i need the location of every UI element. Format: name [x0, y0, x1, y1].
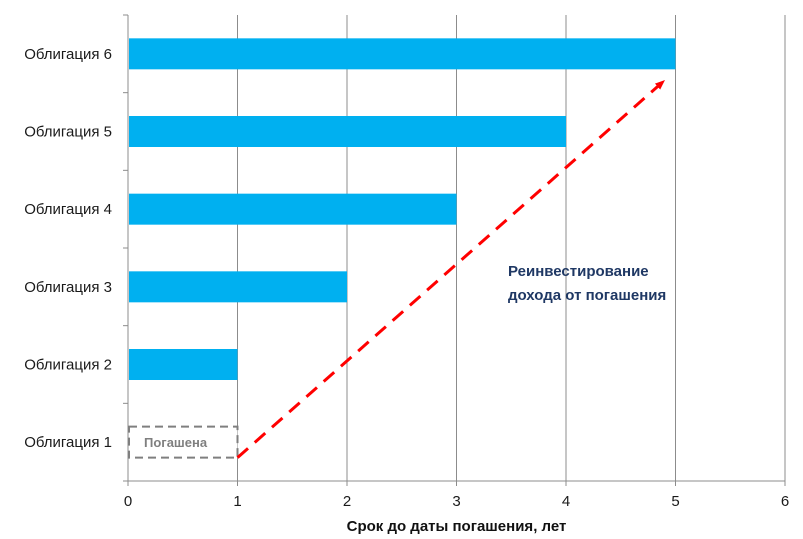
grid [237, 15, 786, 481]
labels: 0 1 2 3 4 5 6 Срок до даты погашения, лет Облига… [24, 46, 789, 535]
annotation-text: Реинвестирование [508, 263, 649, 280]
bar [129, 271, 347, 303]
annotation-text: дохода от погашения [508, 287, 666, 304]
x-tick-label: 6 [781, 493, 789, 510]
category-label: Облигация 1 [24, 434, 112, 451]
x-tick-label: 5 [671, 493, 679, 510]
x-tick-label: 1 [233, 493, 241, 510]
bar-repaid [128, 425, 239, 459]
x-tick-label: 0 [124, 493, 132, 510]
category-label: Облигация 3 [24, 279, 112, 296]
annotations: Реинвестирование дохода от погашения [236, 80, 666, 459]
bar [129, 349, 238, 380]
category-label: Облигация 6 [24, 46, 112, 63]
axes [123, 14, 786, 486]
repaid-label: Погашена [144, 435, 208, 450]
bars: Погашена [128, 38, 676, 459]
x-tick-label: 3 [452, 493, 460, 510]
x-tick-label: 2 [343, 493, 351, 510]
category-label: Облигация 4 [24, 201, 112, 218]
x-axis-title: Срок до даты погашения, лет [347, 518, 567, 535]
bar [129, 38, 676, 70]
bar [129, 193, 457, 225]
reinvestment-arrow [236, 80, 665, 459]
bar [129, 116, 566, 147]
category-label: Облигация 2 [24, 357, 112, 374]
category-label: Облигация 5 [24, 124, 112, 141]
x-tick-label: 4 [562, 493, 570, 510]
